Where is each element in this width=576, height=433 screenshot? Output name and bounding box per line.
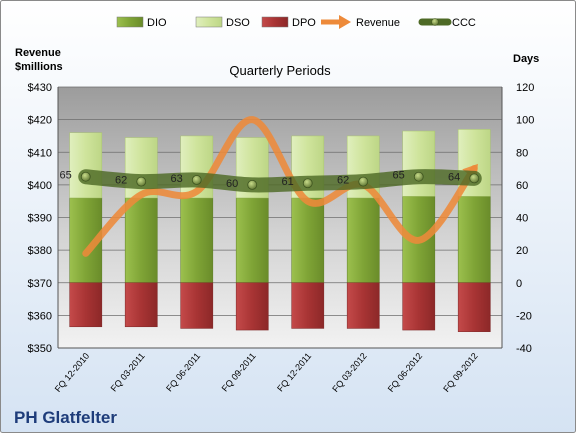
dio-bar xyxy=(457,196,491,283)
ccc-point xyxy=(413,171,424,182)
left-tick-label: $380 xyxy=(28,245,52,257)
legend-revenue-label: Revenue xyxy=(356,17,400,29)
ccc-point xyxy=(302,178,313,189)
ccc-data-label: 64 xyxy=(448,171,460,183)
right-tick-label: 80 xyxy=(516,147,528,159)
company-name: PH Glatfelter xyxy=(14,408,117,427)
right-tick-label: 60 xyxy=(516,180,528,192)
ccc-data-label: 62 xyxy=(337,175,349,187)
chart-title: Quarterly Periods xyxy=(229,63,331,78)
revenue-line xyxy=(82,116,478,257)
right-tick-label: -20 xyxy=(516,310,532,322)
right-tick-label: 40 xyxy=(516,213,528,225)
ccc-data-label: 61 xyxy=(282,176,294,188)
legend-ccc-dot xyxy=(431,18,439,26)
left-axis-label-line-2: $millions xyxy=(15,61,63,73)
right-tick-label: -40 xyxy=(516,343,532,355)
ccc-series: 65 62 63 60 61 62 65 64 xyxy=(60,169,482,193)
dpo-bar xyxy=(402,282,436,331)
dso-bar xyxy=(69,132,103,199)
legend-revenue-arrow xyxy=(339,15,351,29)
right-tick-label: 20 xyxy=(516,245,528,257)
legend-dpo-swatch xyxy=(261,16,289,28)
dpo-bar xyxy=(291,282,325,329)
left-tick-label: $400 xyxy=(28,180,52,192)
right-tick-label: 120 xyxy=(516,82,534,94)
right-axis-label: Days xyxy=(513,53,539,65)
dpo-bar xyxy=(346,282,380,329)
dio-bar xyxy=(235,197,269,283)
ccc-point xyxy=(191,175,202,185)
legend-dio-label: DIO xyxy=(147,17,167,29)
dpo-bar xyxy=(457,282,491,332)
ccc-point xyxy=(136,176,147,187)
ccc-data-label: 60 xyxy=(226,178,238,190)
left-tick-label: $350 xyxy=(28,343,52,355)
ccc-point xyxy=(247,179,258,190)
left-axis-label-line-1: Revenue xyxy=(15,47,61,59)
legend-dpo-label: DPO xyxy=(292,17,316,29)
ccc-data-label: 62 xyxy=(115,175,127,187)
dio-bar xyxy=(291,197,325,283)
ccc-point xyxy=(469,173,480,184)
right-tick-label: 100 xyxy=(516,115,534,127)
dpo-bar xyxy=(69,282,103,328)
legend-dso-swatch xyxy=(195,16,223,28)
left-tick-label: $360 xyxy=(28,310,52,322)
left-tick-label: $370 xyxy=(28,278,52,290)
bars xyxy=(69,129,491,332)
ccc-data-label: 65 xyxy=(60,170,72,182)
ccc-point xyxy=(80,171,91,182)
legend: DIO DSO DPO Revenue CCC xyxy=(116,15,476,29)
ccc-point xyxy=(358,176,369,187)
ccc-data-label: 63 xyxy=(171,173,183,185)
dpo-bar xyxy=(180,282,214,329)
left-tick-label: $390 xyxy=(28,213,52,225)
dio-bar xyxy=(346,197,380,283)
left-tick-label: $410 xyxy=(28,147,52,159)
dio-bar xyxy=(124,197,158,283)
ccc-data-label: 65 xyxy=(393,170,405,182)
dio-bar xyxy=(180,197,214,283)
legend-dso-label: DSO xyxy=(226,17,250,29)
legend-dio-swatch xyxy=(116,16,144,28)
dso-bar xyxy=(402,130,436,197)
right-tick-label: 0 xyxy=(516,278,522,290)
left-tick-label: $430 xyxy=(28,82,52,94)
left-tick-label: $420 xyxy=(28,115,52,127)
dpo-bar xyxy=(235,282,269,331)
dpo-bar xyxy=(124,282,158,328)
legend-ccc-label: CCC xyxy=(452,17,476,29)
